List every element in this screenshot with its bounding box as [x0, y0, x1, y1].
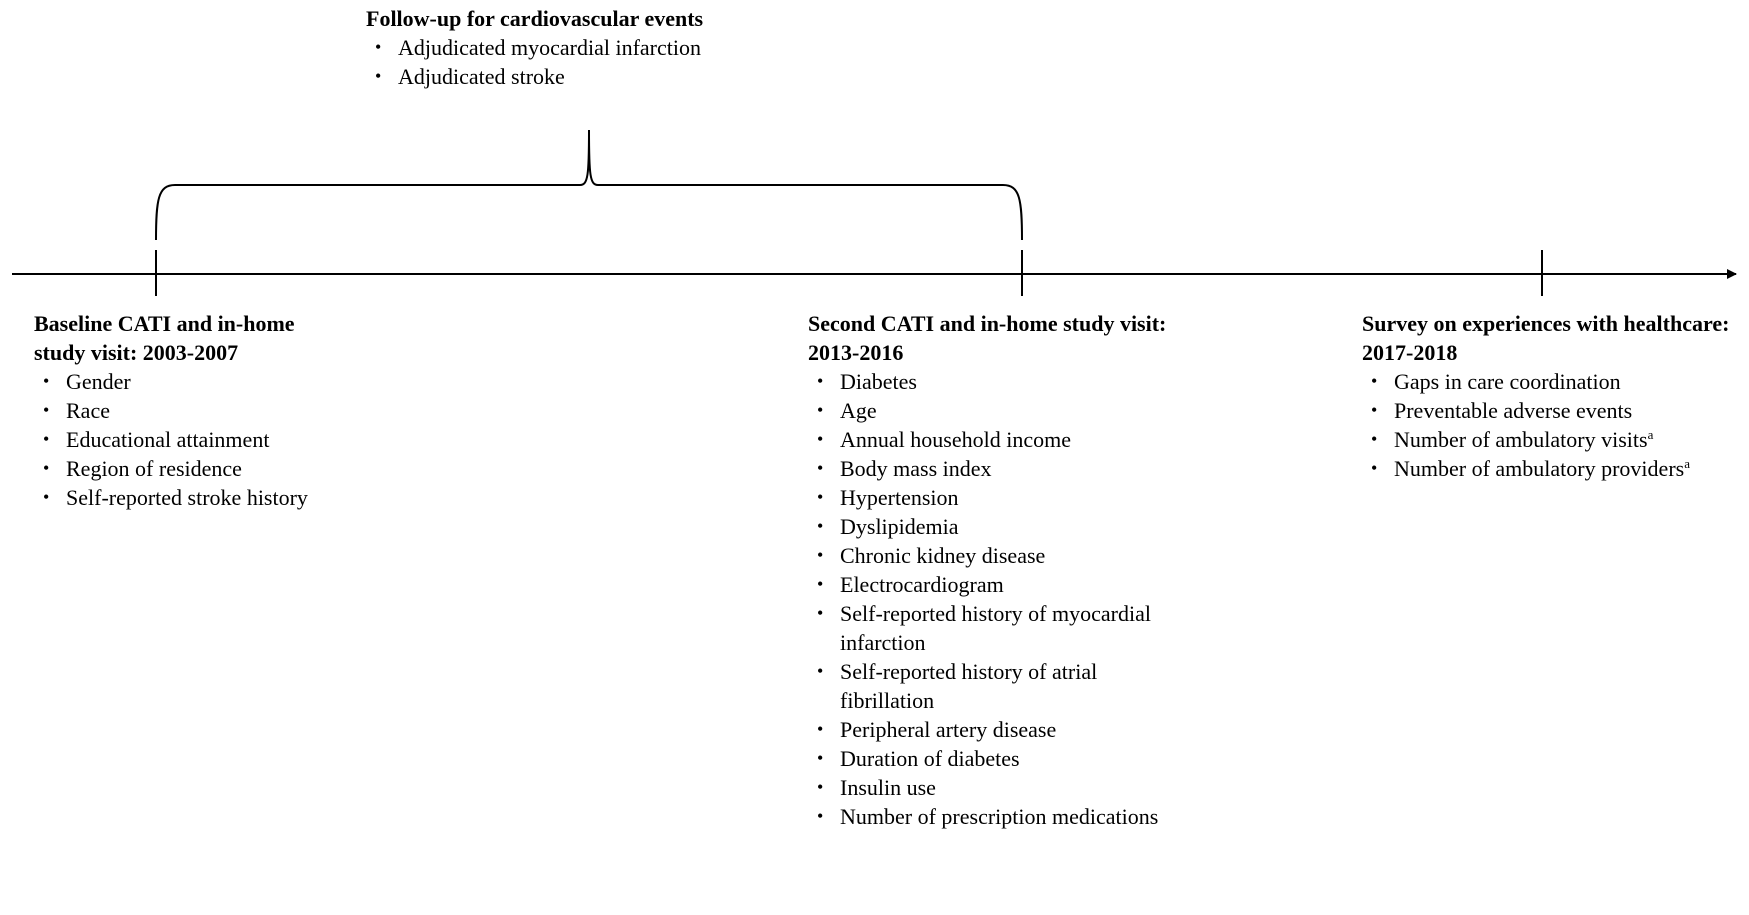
bullet-icon: •: [817, 371, 824, 391]
bullet-icon: •: [817, 719, 824, 739]
list-item: • Number of prescription medications: [817, 804, 1159, 829]
list-item: • Age: [817, 398, 877, 423]
footnote-marker: a: [1647, 427, 1654, 442]
bullet-icon: •: [43, 400, 50, 420]
list-item: • Number of ambulatory providersa: [1371, 456, 1690, 481]
list-item: • Region of residence: [43, 456, 242, 481]
second-visit-block: Second CATI and in-home study visit: 201…: [808, 309, 1178, 831]
list-item: • Gaps in care coordination: [1371, 369, 1621, 394]
baseline-visit-title: Baseline CATI and in-home study visit: 2…: [34, 311, 295, 365]
follow-up-title: Follow-up for cardiovascular events: [366, 6, 704, 31]
list-item: • Diabetes: [817, 369, 917, 394]
follow-up-block: Follow-up for cardiovascular events • Adj…: [366, 4, 866, 91]
second-visit-title: Second CATI and in-home study visit: 201…: [808, 311, 1167, 365]
bullet-icon: •: [817, 400, 824, 420]
list-item: • Insulin use: [817, 775, 936, 800]
list-item: • Peripheral artery disease: [817, 717, 1057, 742]
bullet-icon: •: [817, 603, 824, 623]
list-item: • Duration of diabetes: [817, 746, 1020, 771]
list-item: • Educational attainment: [43, 427, 270, 452]
bullet-icon: •: [817, 661, 824, 681]
list-item: • Dyslipidemia: [817, 514, 959, 539]
list-item: • Self-reported history of myocardial inf…: [817, 601, 1151, 655]
bullet-icon: •: [817, 748, 824, 768]
survey-list: • Gaps in care coordination • Preventable …: [1362, 367, 1732, 483]
bullet-icon: •: [1371, 429, 1378, 449]
list-item: • Body mass index: [817, 456, 992, 481]
bullet-icon: •: [817, 806, 824, 826]
bullet-icon: •: [817, 516, 824, 536]
bullet-icon: •: [817, 458, 824, 478]
bullet-icon: •: [817, 487, 824, 507]
list-item: • Self-reported history of atrial fibrill…: [817, 659, 1098, 713]
list-item: • Chronic kidney disease: [817, 543, 1046, 568]
list-item: • Hypertension: [817, 485, 959, 510]
bullet-icon: •: [375, 37, 382, 57]
bullet-icon: •: [817, 545, 824, 565]
list-item: • Adjudicated myocardial infarction: [375, 35, 701, 60]
bullet-icon: •: [1371, 458, 1378, 478]
bullet-icon: •: [817, 574, 824, 594]
list-item: • Preventable adverse events: [1371, 398, 1633, 423]
footnote-marker: a: [1684, 456, 1690, 471]
bullet-icon: •: [43, 487, 50, 507]
list-item: • Self-reported stroke history: [43, 485, 308, 510]
list-item: • Race: [43, 398, 110, 423]
list-item: • Number of ambulatory visitsa: [1371, 427, 1654, 452]
survey-block: Survey on experiences with healthcare: 2…: [1362, 309, 1732, 483]
follow-up-list: • Adjudicated myocardial infarction • Adju…: [366, 33, 866, 91]
bullet-icon: •: [817, 429, 824, 449]
second-visit-list: • Diabetes • Age • Annual household income …: [808, 367, 1178, 831]
bullet-icon: •: [817, 777, 824, 797]
baseline-visit-block: Baseline CATI and in-home study visit: 2…: [34, 309, 324, 512]
baseline-visit-list: • Gender • Race • Educational attainment • R…: [34, 367, 324, 512]
list-item: • Gender: [43, 369, 131, 394]
bullet-icon: •: [1371, 371, 1378, 391]
bullet-icon: •: [43, 429, 50, 449]
bullet-icon: •: [375, 66, 382, 86]
bullet-icon: •: [43, 371, 50, 391]
list-item: • Annual household income: [817, 427, 1071, 452]
bullet-icon: •: [43, 458, 50, 478]
bullet-icon: •: [1371, 400, 1378, 420]
survey-title: Survey on experiences with healthcare: 2…: [1362, 311, 1730, 365]
list-item: • Electrocardiogram: [817, 572, 1004, 597]
follow-up-brace: [155, 129, 1023, 241]
list-item: • Adjudicated stroke: [375, 64, 565, 89]
